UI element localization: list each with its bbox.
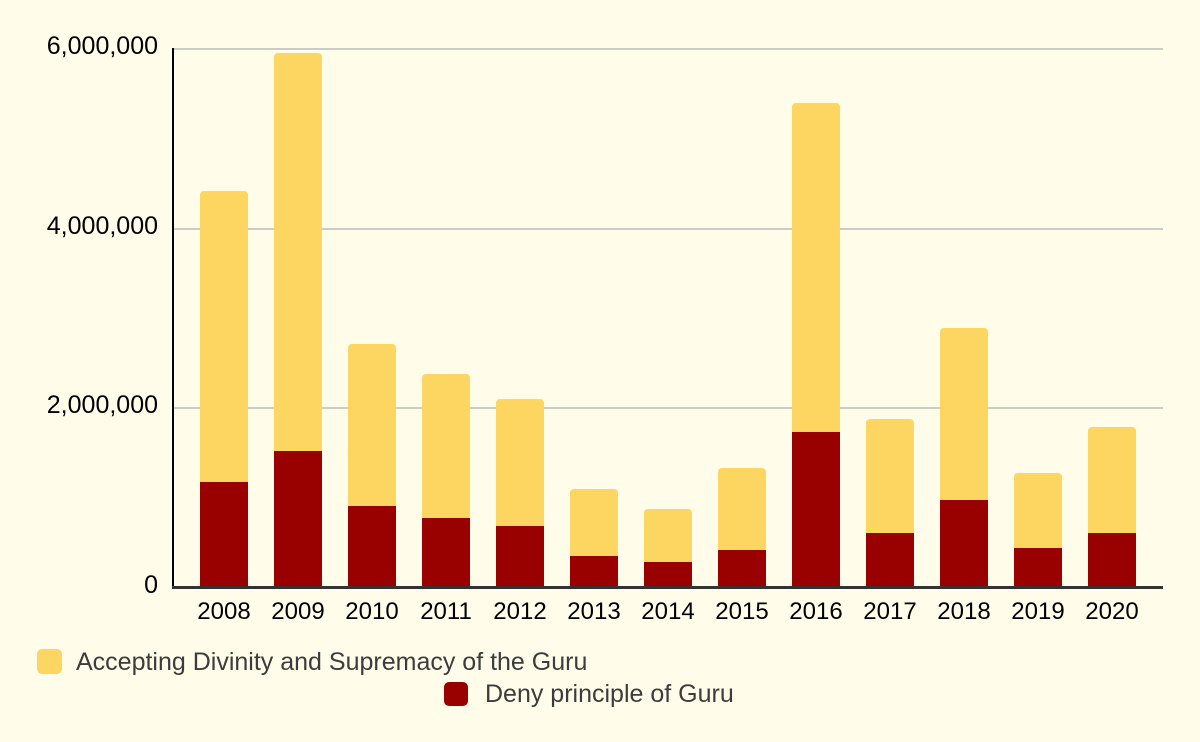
bar-2017-deny bbox=[866, 532, 914, 588]
legend-swatch-deny bbox=[444, 682, 468, 706]
gridline-2000000 bbox=[174, 407, 1163, 409]
bar-2009-deny bbox=[274, 451, 322, 588]
bar-2018-accepting bbox=[940, 328, 988, 501]
bar-2020-accepting bbox=[1088, 426, 1136, 533]
gridline-4000000 bbox=[174, 227, 1163, 230]
x-axis-label-2009: 2009 bbox=[271, 598, 325, 625]
gridline-6000000 bbox=[174, 48, 1163, 50]
x-axis-baseline bbox=[172, 586, 1163, 589]
x-axis-label-2014: 2014 bbox=[641, 598, 695, 625]
x-axis-label-2010: 2010 bbox=[345, 598, 399, 625]
legend-label-deny: Deny principle of Guru bbox=[485, 680, 734, 708]
bar-2010-deny bbox=[348, 505, 396, 588]
bar-2008-deny bbox=[200, 481, 248, 588]
y-axis-line bbox=[172, 48, 174, 589]
y-axis-label-0: 0 bbox=[144, 570, 158, 599]
y-axis-label-2000000: 2,000,000 bbox=[46, 391, 158, 419]
x-axis-label-2013: 2013 bbox=[567, 598, 621, 625]
y-axis-label-4000000: 4,000,000 bbox=[46, 211, 158, 240]
x-axis-label-2020: 2020 bbox=[1085, 598, 1139, 625]
bar-2011-deny bbox=[422, 518, 470, 588]
bar-2019-accepting bbox=[1014, 472, 1062, 548]
x-axis-label-2016: 2016 bbox=[789, 598, 843, 625]
x-axis-label-2012: 2012 bbox=[493, 598, 547, 625]
x-axis-label-2011: 2011 bbox=[420, 598, 472, 625]
bar-2019-deny bbox=[1014, 548, 1062, 588]
bar-2011-accepting bbox=[422, 373, 470, 519]
x-axis-label-2015: 2015 bbox=[715, 598, 769, 625]
x-axis-label-2018: 2018 bbox=[937, 598, 991, 625]
legend-label-accepting: Accepting Divinity and Supremacy of the … bbox=[76, 648, 588, 676]
bar-2008-accepting bbox=[200, 190, 248, 482]
bar-2012-deny bbox=[496, 526, 544, 588]
bar-2013-deny bbox=[570, 556, 618, 588]
x-axis-label-2019: 2019 bbox=[1011, 598, 1065, 625]
bar-2015-accepting bbox=[718, 468, 766, 550]
bar-2015-deny bbox=[718, 549, 766, 588]
bar-2013-accepting bbox=[570, 488, 618, 557]
bar-2014-accepting bbox=[644, 508, 692, 563]
bar-2018-deny bbox=[940, 500, 988, 588]
bar-2017-accepting bbox=[866, 418, 914, 533]
bar-2016-accepting bbox=[792, 102, 840, 433]
legend-swatch-accepting bbox=[37, 649, 62, 674]
bar-2016-deny bbox=[792, 432, 840, 588]
bar-2010-accepting bbox=[348, 344, 396, 506]
x-axis-label-2017: 2017 bbox=[863, 598, 917, 625]
bar-2009-accepting bbox=[274, 52, 322, 452]
y-axis-label-6000000: 6,000,000 bbox=[46, 32, 158, 60]
bar-2014-deny bbox=[644, 562, 692, 588]
bar-2012-accepting bbox=[496, 399, 544, 527]
x-axis-label-2008: 2008 bbox=[197, 598, 251, 625]
bar-2020-deny bbox=[1088, 532, 1136, 588]
